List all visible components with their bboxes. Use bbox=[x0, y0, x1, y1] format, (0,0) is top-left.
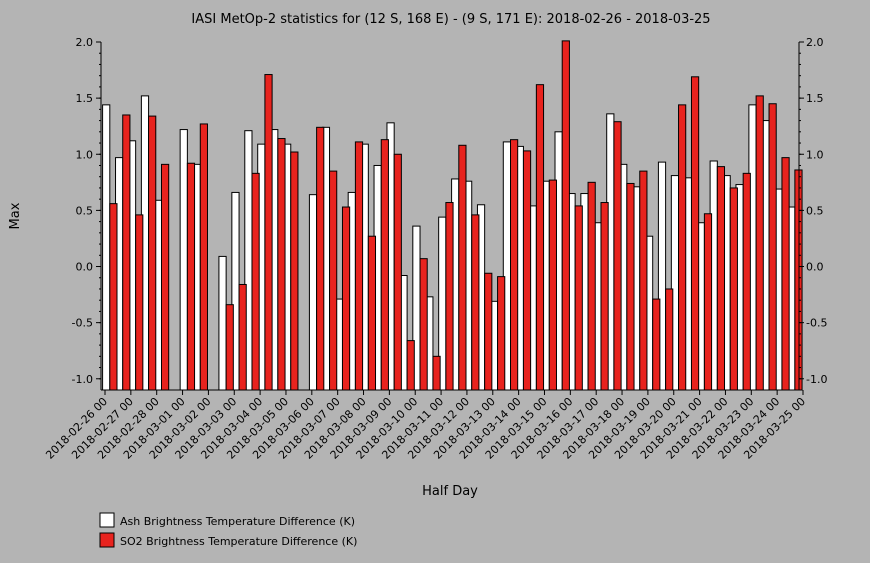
y-tick-label-right-4: 1.0 bbox=[806, 148, 824, 161]
so2-bar-26 bbox=[445, 202, 454, 391]
so2-bar-7 bbox=[199, 123, 208, 391]
y-axis-label: Max bbox=[8, 202, 23, 229]
so2-bar-41 bbox=[639, 170, 648, 391]
y-tick-label-right-3: 0.5 bbox=[806, 204, 824, 217]
y-tick-label-right-1: -0.5 bbox=[806, 317, 827, 330]
so2-bar-37 bbox=[587, 181, 596, 391]
so2-bar-19 bbox=[354, 141, 364, 391]
y-tick-label-right-6: 2.0 bbox=[806, 36, 824, 49]
so2-bar-51 bbox=[768, 103, 777, 391]
so2-bar-32 bbox=[522, 150, 532, 391]
so2-bar-20 bbox=[367, 235, 377, 391]
ash-bar-0 bbox=[102, 104, 111, 391]
legend: Ash Brightness Temperature Difference (K… bbox=[99, 512, 357, 548]
so2-bar-2 bbox=[135, 214, 144, 391]
so2-bar-18 bbox=[341, 206, 351, 391]
y-tick-label-left-2: 0.0 bbox=[76, 261, 94, 274]
so2-bar-34 bbox=[548, 179, 557, 391]
so2-bar-4 bbox=[161, 163, 170, 391]
y-tick-label-left-3: 0.5 bbox=[76, 204, 94, 217]
so2-bar-11 bbox=[251, 172, 260, 391]
so2-bar-35 bbox=[561, 40, 570, 391]
so2-bar-27 bbox=[458, 144, 467, 391]
so2-bar-50 bbox=[755, 95, 764, 391]
y-tick-label-left-4: 1.0 bbox=[76, 148, 94, 161]
so2-bar-10 bbox=[238, 283, 247, 391]
legend-label-ash: Ash Brightness Temperature Difference (K… bbox=[120, 515, 355, 528]
so2-bar-28 bbox=[471, 214, 480, 391]
so2-bar-39 bbox=[613, 121, 622, 391]
ash-bar-9 bbox=[218, 255, 227, 391]
bars-layer bbox=[102, 40, 803, 391]
so2-bar-22 bbox=[393, 153, 402, 391]
axes-layer: -1.0 -1.0 -0.5 -0.5 0.0 0.0 0.5 0.5 1.0 1.0 1.5 1.5… bbox=[72, 36, 827, 395]
chart-title: IASI MetOp-2 statistics for (12 S, 168 E… bbox=[191, 12, 710, 27]
so2-bar-0 bbox=[109, 203, 118, 391]
so2-bar-33 bbox=[535, 84, 545, 391]
so2-bar-29 bbox=[484, 272, 493, 391]
so2-bar-53 bbox=[794, 169, 803, 391]
so2-bar-49 bbox=[742, 172, 751, 391]
so2-bar-1 bbox=[122, 114, 131, 391]
y-tick-label-right-5: 1.5 bbox=[806, 92, 824, 105]
y-tick-label-left-6: 2.0 bbox=[76, 36, 94, 49]
so2-bar-52 bbox=[781, 157, 790, 391]
so2-bar-30 bbox=[497, 276, 506, 391]
so2-bar-3 bbox=[148, 115, 157, 391]
so2-bar-25 bbox=[432, 355, 441, 391]
so2-bar-45 bbox=[690, 76, 700, 391]
so2-bar-47 bbox=[716, 166, 726, 391]
legend-swatch-so2 bbox=[99, 532, 115, 548]
so2-bar-13 bbox=[277, 138, 286, 391]
legend-label-so2: SO2 Brightness Temperature Difference (K… bbox=[120, 535, 357, 548]
so2-bar-46 bbox=[703, 213, 713, 391]
so2-bar-24 bbox=[419, 258, 428, 391]
so2-bar-43 bbox=[665, 288, 674, 391]
so2-bar-40 bbox=[626, 182, 635, 391]
y-tick-label-right-2: 0.0 bbox=[806, 261, 824, 274]
x-axis-label: Half Day bbox=[422, 484, 478, 499]
ash-bar-16 bbox=[308, 194, 318, 391]
so2-bar-44 bbox=[678, 104, 687, 391]
so2-bar-17 bbox=[329, 170, 338, 391]
so2-bar-36 bbox=[574, 205, 583, 391]
so2-bar-42 bbox=[652, 298, 661, 391]
so2-bar-38 bbox=[600, 202, 609, 391]
so2-bar-23 bbox=[406, 340, 415, 391]
y-tick-label-right-0: -1.0 bbox=[806, 373, 827, 386]
so2-bar-12 bbox=[264, 74, 273, 391]
so2-bar-9 bbox=[225, 304, 234, 391]
y-tick-label-left-0: -1.0 bbox=[72, 373, 93, 386]
y-tick-label-left-5: 1.5 bbox=[76, 92, 94, 105]
so2-bar-6 bbox=[186, 162, 196, 391]
so2-bar-31 bbox=[510, 139, 519, 391]
so2-bar-48 bbox=[729, 187, 738, 391]
so2-bar-16 bbox=[316, 126, 325, 391]
ash-bar-6 bbox=[179, 129, 188, 391]
so2-bar-14 bbox=[290, 151, 299, 391]
legend-swatch-ash bbox=[99, 512, 115, 528]
y-tick-label-left-1: -0.5 bbox=[72, 317, 93, 330]
so2-bar-21 bbox=[380, 139, 389, 391]
